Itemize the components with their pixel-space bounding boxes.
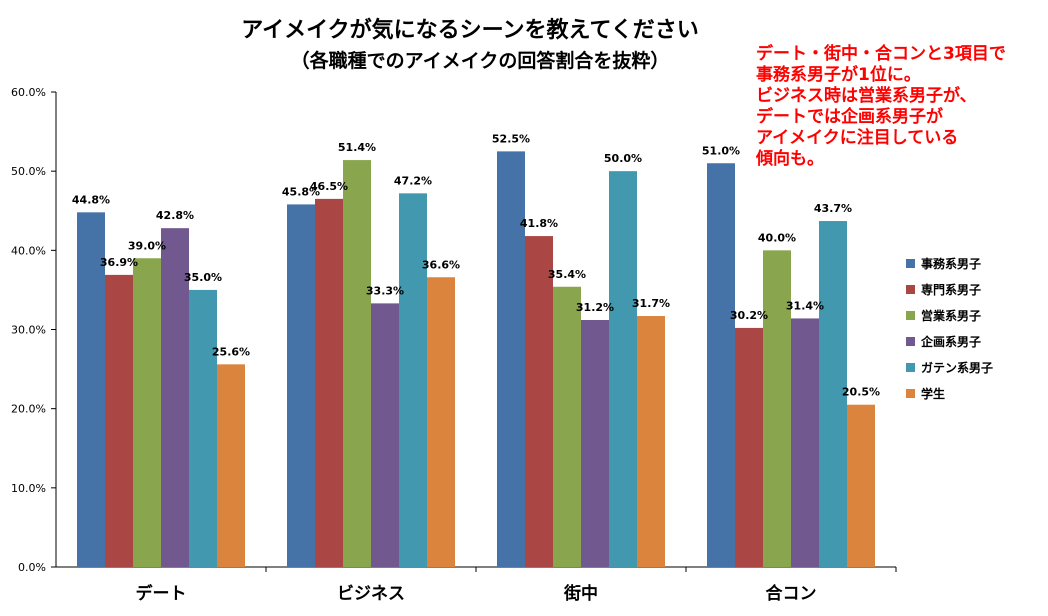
y-tick-label: 50.0% <box>11 165 46 178</box>
bar <box>427 277 455 567</box>
data-label: 31.2% <box>576 301 614 314</box>
legend-swatch <box>906 388 915 398</box>
bar <box>637 316 665 567</box>
bar <box>315 198 343 567</box>
y-tick-label: 0.0% <box>18 561 46 574</box>
y-tick-label: 40.0% <box>11 244 46 257</box>
bar <box>581 320 609 567</box>
bar <box>399 193 427 568</box>
annotation-line: ビジネス時は営業系男子が、 <box>756 86 977 106</box>
bar <box>819 221 847 567</box>
bar <box>763 250 791 568</box>
bar <box>735 327 763 567</box>
annotation-callout: デート・街中・合コンと3項目で 事務系男子が1位に。 ビジネス時は営業系男子が、… <box>756 44 1006 170</box>
x-tick-label: 街中 <box>563 583 598 604</box>
data-label: 51.4% <box>338 141 376 154</box>
legend-label: 営業系男子 <box>921 308 982 323</box>
data-label: 35.4% <box>548 268 586 281</box>
data-label: 44.8% <box>72 193 110 206</box>
bar <box>77 212 105 568</box>
y-tick-label: 10.0% <box>11 482 46 495</box>
x-tick-label: 合コン <box>766 583 817 604</box>
data-label: 45.8% <box>282 185 320 198</box>
data-label: 36.6% <box>422 258 460 271</box>
legend-label: 企画系男子 <box>921 334 982 349</box>
bar <box>497 151 525 567</box>
legend-swatch <box>906 310 915 320</box>
data-label: 30.2% <box>730 309 768 322</box>
annotation-line: 事務系男子が1位に。 <box>756 65 921 85</box>
data-label-group: 44.8% 36.9% 39.0% 42.8% 35.0% 25.6% 45.8%46.5%… <box>72 132 880 398</box>
data-label: 40.0% <box>758 231 796 244</box>
legend-label: ガテン系男子 <box>921 360 994 375</box>
annotation-line: アイメイクに注目している <box>756 128 959 148</box>
y-tick-label: 60.0% <box>11 86 46 99</box>
data-label: 47.2% <box>394 174 432 187</box>
bar <box>525 236 553 568</box>
data-label: 36.9% <box>100 256 138 269</box>
bar <box>343 160 371 568</box>
legend-swatch <box>906 336 915 346</box>
legend-item: 企画系男子 <box>906 328 993 354</box>
annotation-line: 傾向も。 <box>756 149 824 169</box>
data-label: 41.8% <box>520 217 558 230</box>
legend-swatch <box>906 284 915 294</box>
legend-item: 学生 <box>906 380 993 406</box>
y-tick-label: 20.0% <box>11 403 46 416</box>
data-label: 31.4% <box>786 299 824 312</box>
data-label: 31.7% <box>632 297 670 310</box>
data-label: 35.0% <box>184 271 222 284</box>
bar <box>553 286 581 567</box>
bar <box>287 204 315 567</box>
bar <box>791 318 819 567</box>
x-tick-label: デート <box>136 583 187 604</box>
data-label: 52.5% <box>492 132 530 145</box>
data-label: 33.3% <box>366 284 404 297</box>
legend-swatch <box>906 362 915 372</box>
bar <box>217 364 245 567</box>
chart-subtitle: （各職種でのアイメイクの回答割合を抜粋） <box>290 50 670 72</box>
data-label: 42.8% <box>156 209 194 222</box>
bar <box>161 228 189 567</box>
bar <box>707 163 735 567</box>
data-label: 20.5% <box>842 386 880 399</box>
data-label: 50.0% <box>604 152 642 165</box>
bar <box>847 404 875 567</box>
data-label: 51.0% <box>702 144 740 157</box>
data-label: 46.5% <box>310 180 348 193</box>
data-label: 39.0% <box>128 239 166 252</box>
legend: 事務系男子 専門系男子 営業系男子 企画系男子 ガテン系男子 学生 <box>906 250 993 406</box>
bar <box>609 171 637 567</box>
bar <box>105 274 133 567</box>
bar-series-group <box>77 151 875 568</box>
legend-label: 事務系男子 <box>921 256 982 271</box>
legend-item: ガテン系男子 <box>906 354 993 380</box>
annotation-line: デート・街中・合コンと3項目で <box>756 44 1006 64</box>
x-tick-label: ビジネス <box>337 584 405 604</box>
legend-item: 専門系男子 <box>906 276 993 302</box>
y-axis: 0.0% 10.0% 20.0% 30.0% 40.0% 50.0% 60.0% <box>11 86 57 574</box>
legend-label: 専門系男子 <box>921 282 982 297</box>
legend-label: 学生 <box>921 386 946 401</box>
legend-item: 営業系男子 <box>906 302 993 328</box>
bar <box>189 289 217 567</box>
bar <box>371 303 399 567</box>
legend-swatch <box>906 258 915 268</box>
annotation-line: デートでは企画系男子が <box>756 107 943 127</box>
x-axis: デート ビジネス 街中 合コン <box>56 566 897 604</box>
chart-title: アイメイクが気になるシーンを教えてください <box>241 18 699 43</box>
bar <box>133 258 161 567</box>
data-label: 25.6% <box>212 345 250 358</box>
y-tick-label: 30.0% <box>11 324 46 337</box>
legend-item: 事務系男子 <box>906 250 993 276</box>
data-label: 43.7% <box>814 202 852 215</box>
